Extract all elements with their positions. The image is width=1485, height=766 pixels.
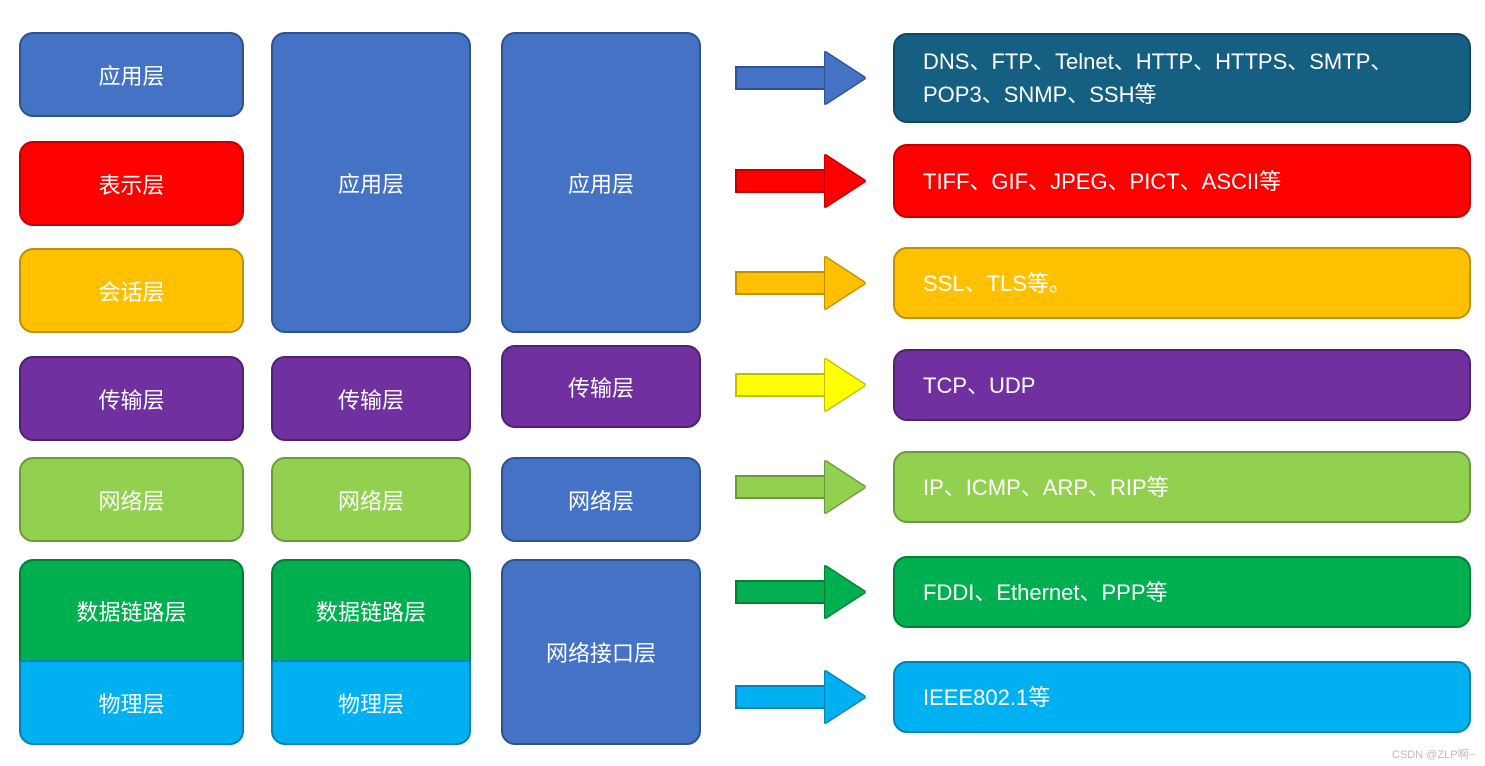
arrow-r3 <box>735 253 865 313</box>
osi-layer-session: 会话层 <box>19 248 244 333</box>
protocols-session: SSL、TLS等。 <box>893 247 1471 319</box>
osi-layer-label: 传输层 <box>98 383 164 415</box>
protocols-text: DNS、FTP、Telnet、HTTP、HTTPS、SMTP、POP3、SNMP… <box>923 45 1449 111</box>
arrow-r6 <box>735 562 865 622</box>
tcpip-label: 网络接口层 <box>546 636 656 668</box>
arrow-r4 <box>735 355 865 415</box>
tcpip-link: 网络接口层 <box>501 559 701 745</box>
fivelayer-label: 网络层 <box>338 484 404 516</box>
tcpip-label: 网络层 <box>568 484 634 516</box>
protocols-network: IP、ICMP、ARP、RIP等 <box>893 451 1471 523</box>
fivelayer-network: 网络层 <box>271 457 471 542</box>
protocols-text: SSL、TLS等。 <box>923 267 1071 300</box>
watermark: CSDN @ZLP啊~ <box>1392 746 1475 762</box>
osi-layer-label: 物理层 <box>98 687 164 719</box>
osi-layer-application: 应用层 <box>19 32 244 117</box>
protocols-datalink: FDDI、Ethernet、PPP等 <box>893 556 1471 628</box>
osi-layer-physical: 物理层 <box>19 660 244 745</box>
fivelayer-datalink: 数据链路层 <box>271 559 471 662</box>
fivelayer-physical: 物理层 <box>271 660 471 745</box>
protocols-text: IP、ICMP、ARP、RIP等 <box>923 471 1169 504</box>
arrow-r7 <box>735 667 865 727</box>
osi-layer-label: 会话层 <box>98 275 164 307</box>
fivelayer-label: 应用层 <box>338 167 404 199</box>
arrow-r2 <box>735 151 865 211</box>
tcpip-label: 传输层 <box>568 371 634 403</box>
tcpip-network: 网络层 <box>501 457 701 542</box>
osi-layer-label: 应用层 <box>98 59 164 91</box>
osi-layer-network: 网络层 <box>19 457 244 542</box>
tcpip-transport: 传输层 <box>501 345 701 428</box>
protocols-physical: IEEE802.1等 <box>893 661 1471 733</box>
osi-layer-label: 数据链路层 <box>76 595 186 627</box>
osi-layer-label: 网络层 <box>98 484 164 516</box>
protocols-text: FDDI、Ethernet、PPP等 <box>923 576 1168 609</box>
protocols-application: DNS、FTP、Telnet、HTTP、HTTPS、SMTP、POP3、SNMP… <box>893 33 1471 123</box>
arrow-r1 <box>735 48 865 108</box>
fivelayer-application: 应用层 <box>271 32 471 333</box>
fivelayer-transport: 传输层 <box>271 356 471 441</box>
fivelayer-label: 物理层 <box>338 687 404 719</box>
protocols-transport: TCP、UDP <box>893 349 1471 421</box>
osi-layer-label: 表示层 <box>98 168 164 200</box>
tcpip-label: 应用层 <box>568 167 634 199</box>
protocols-presentation: TIFF、GIF、JPEG、PICT、ASCII等 <box>893 144 1471 218</box>
protocols-text: TCP、UDP <box>923 369 1035 402</box>
osi-layer-transport: 传输层 <box>19 356 244 441</box>
fivelayer-label: 传输层 <box>338 383 404 415</box>
protocols-text: IEEE802.1等 <box>923 681 1050 714</box>
osi-layer-datalink: 数据链路层 <box>19 559 244 662</box>
arrow-r5 <box>735 457 865 517</box>
tcpip-application: 应用层 <box>501 32 701 333</box>
fivelayer-label: 数据链路层 <box>316 595 426 627</box>
protocols-text: TIFF、GIF、JPEG、PICT、ASCII等 <box>923 165 1281 198</box>
osi-layer-presentation: 表示层 <box>19 141 244 226</box>
